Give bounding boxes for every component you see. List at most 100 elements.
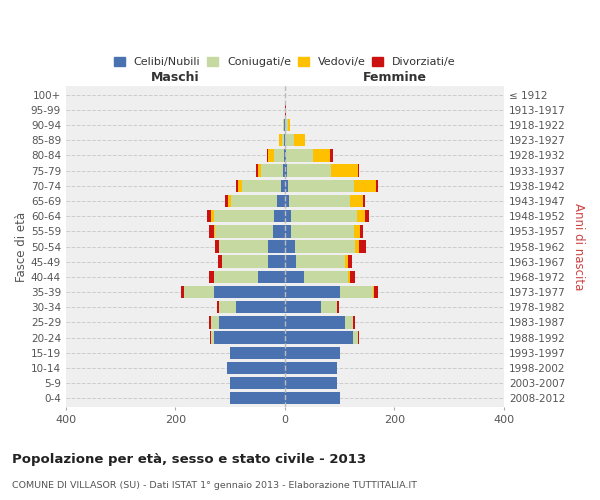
Bar <box>218 256 222 268</box>
Text: Femmine: Femmine <box>362 71 427 84</box>
Bar <box>209 270 214 283</box>
Bar <box>285 119 287 132</box>
Bar <box>373 286 374 298</box>
Bar <box>354 180 376 192</box>
Bar <box>214 270 257 283</box>
Bar <box>184 286 214 298</box>
Bar <box>286 149 313 162</box>
Bar <box>285 270 304 283</box>
Bar <box>285 240 295 252</box>
Bar <box>219 301 236 314</box>
Bar <box>313 149 330 162</box>
Bar <box>376 180 378 192</box>
Bar <box>285 301 320 314</box>
Bar <box>374 286 378 298</box>
Bar <box>331 164 358 177</box>
Bar <box>330 149 332 162</box>
Bar <box>219 316 285 328</box>
Bar <box>360 225 362 237</box>
Bar <box>348 256 352 268</box>
Bar <box>345 256 348 268</box>
Bar <box>268 149 274 162</box>
Bar <box>337 301 339 314</box>
Bar <box>258 164 261 177</box>
Bar <box>289 195 350 207</box>
Bar <box>320 301 337 314</box>
Bar <box>181 286 184 298</box>
Bar <box>277 195 285 207</box>
Bar <box>209 316 211 328</box>
Bar <box>268 240 285 252</box>
Bar <box>292 210 357 222</box>
Bar <box>296 256 345 268</box>
Bar <box>295 240 355 252</box>
Y-axis label: Fasce di età: Fasce di età <box>15 212 28 282</box>
Bar <box>281 180 285 192</box>
Bar <box>285 256 296 268</box>
Bar <box>211 332 214 344</box>
Bar <box>214 210 274 222</box>
Bar <box>358 164 359 177</box>
Bar <box>284 149 285 162</box>
Bar <box>231 195 277 207</box>
Bar <box>359 240 366 252</box>
Bar <box>225 195 228 207</box>
Bar <box>211 210 214 222</box>
Text: Popolazione per età, sesso e stato civile - 2013: Popolazione per età, sesso e stato civil… <box>12 452 366 466</box>
Bar <box>287 119 290 132</box>
Legend: Celibi/Nubili, Coniugati/e, Vedovi/e, Divorziati/e: Celibi/Nubili, Coniugati/e, Vedovi/e, Di… <box>109 52 460 72</box>
Y-axis label: Anni di nascita: Anni di nascita <box>572 203 585 290</box>
Bar <box>281 134 284 146</box>
Bar <box>215 240 219 252</box>
Bar <box>285 362 337 374</box>
Bar <box>353 332 358 344</box>
Bar <box>285 377 337 390</box>
Bar <box>219 240 268 252</box>
Bar <box>293 134 305 146</box>
Bar <box>230 377 285 390</box>
Bar <box>236 301 285 314</box>
Bar <box>230 392 285 404</box>
Bar <box>236 180 238 192</box>
Bar <box>214 286 285 298</box>
Bar <box>285 164 287 177</box>
Bar <box>285 180 288 192</box>
Bar <box>274 210 285 222</box>
Bar <box>348 270 350 283</box>
Bar <box>214 225 215 237</box>
Bar <box>350 195 363 207</box>
Bar <box>345 316 353 328</box>
Bar <box>355 240 359 252</box>
Bar <box>210 332 211 344</box>
Bar <box>358 332 359 344</box>
Bar <box>363 195 365 207</box>
Text: Maschi: Maschi <box>151 71 200 84</box>
Bar <box>261 164 283 177</box>
Bar <box>274 149 284 162</box>
Bar <box>227 362 285 374</box>
Bar <box>238 180 242 192</box>
Bar <box>222 256 268 268</box>
Bar <box>279 134 281 146</box>
Bar <box>206 210 211 222</box>
Bar <box>340 286 373 298</box>
Bar <box>285 225 292 237</box>
Bar <box>268 256 285 268</box>
Bar <box>230 346 285 359</box>
Bar <box>228 195 231 207</box>
Bar <box>285 346 340 359</box>
Bar <box>292 225 355 237</box>
Bar <box>215 225 273 237</box>
Bar <box>209 225 214 237</box>
Bar <box>357 210 365 222</box>
Bar <box>355 225 360 237</box>
Bar <box>242 180 281 192</box>
Bar <box>365 210 368 222</box>
Bar <box>257 270 285 283</box>
Text: COMUNE DI VILLASOR (SU) - Dati ISTAT 1° gennaio 2013 - Elaborazione TUTTITALIA.I: COMUNE DI VILLASOR (SU) - Dati ISTAT 1° … <box>12 481 417 490</box>
Bar <box>285 195 289 207</box>
Bar <box>285 149 286 162</box>
Bar <box>304 270 348 283</box>
Bar <box>256 164 258 177</box>
Bar <box>285 332 353 344</box>
